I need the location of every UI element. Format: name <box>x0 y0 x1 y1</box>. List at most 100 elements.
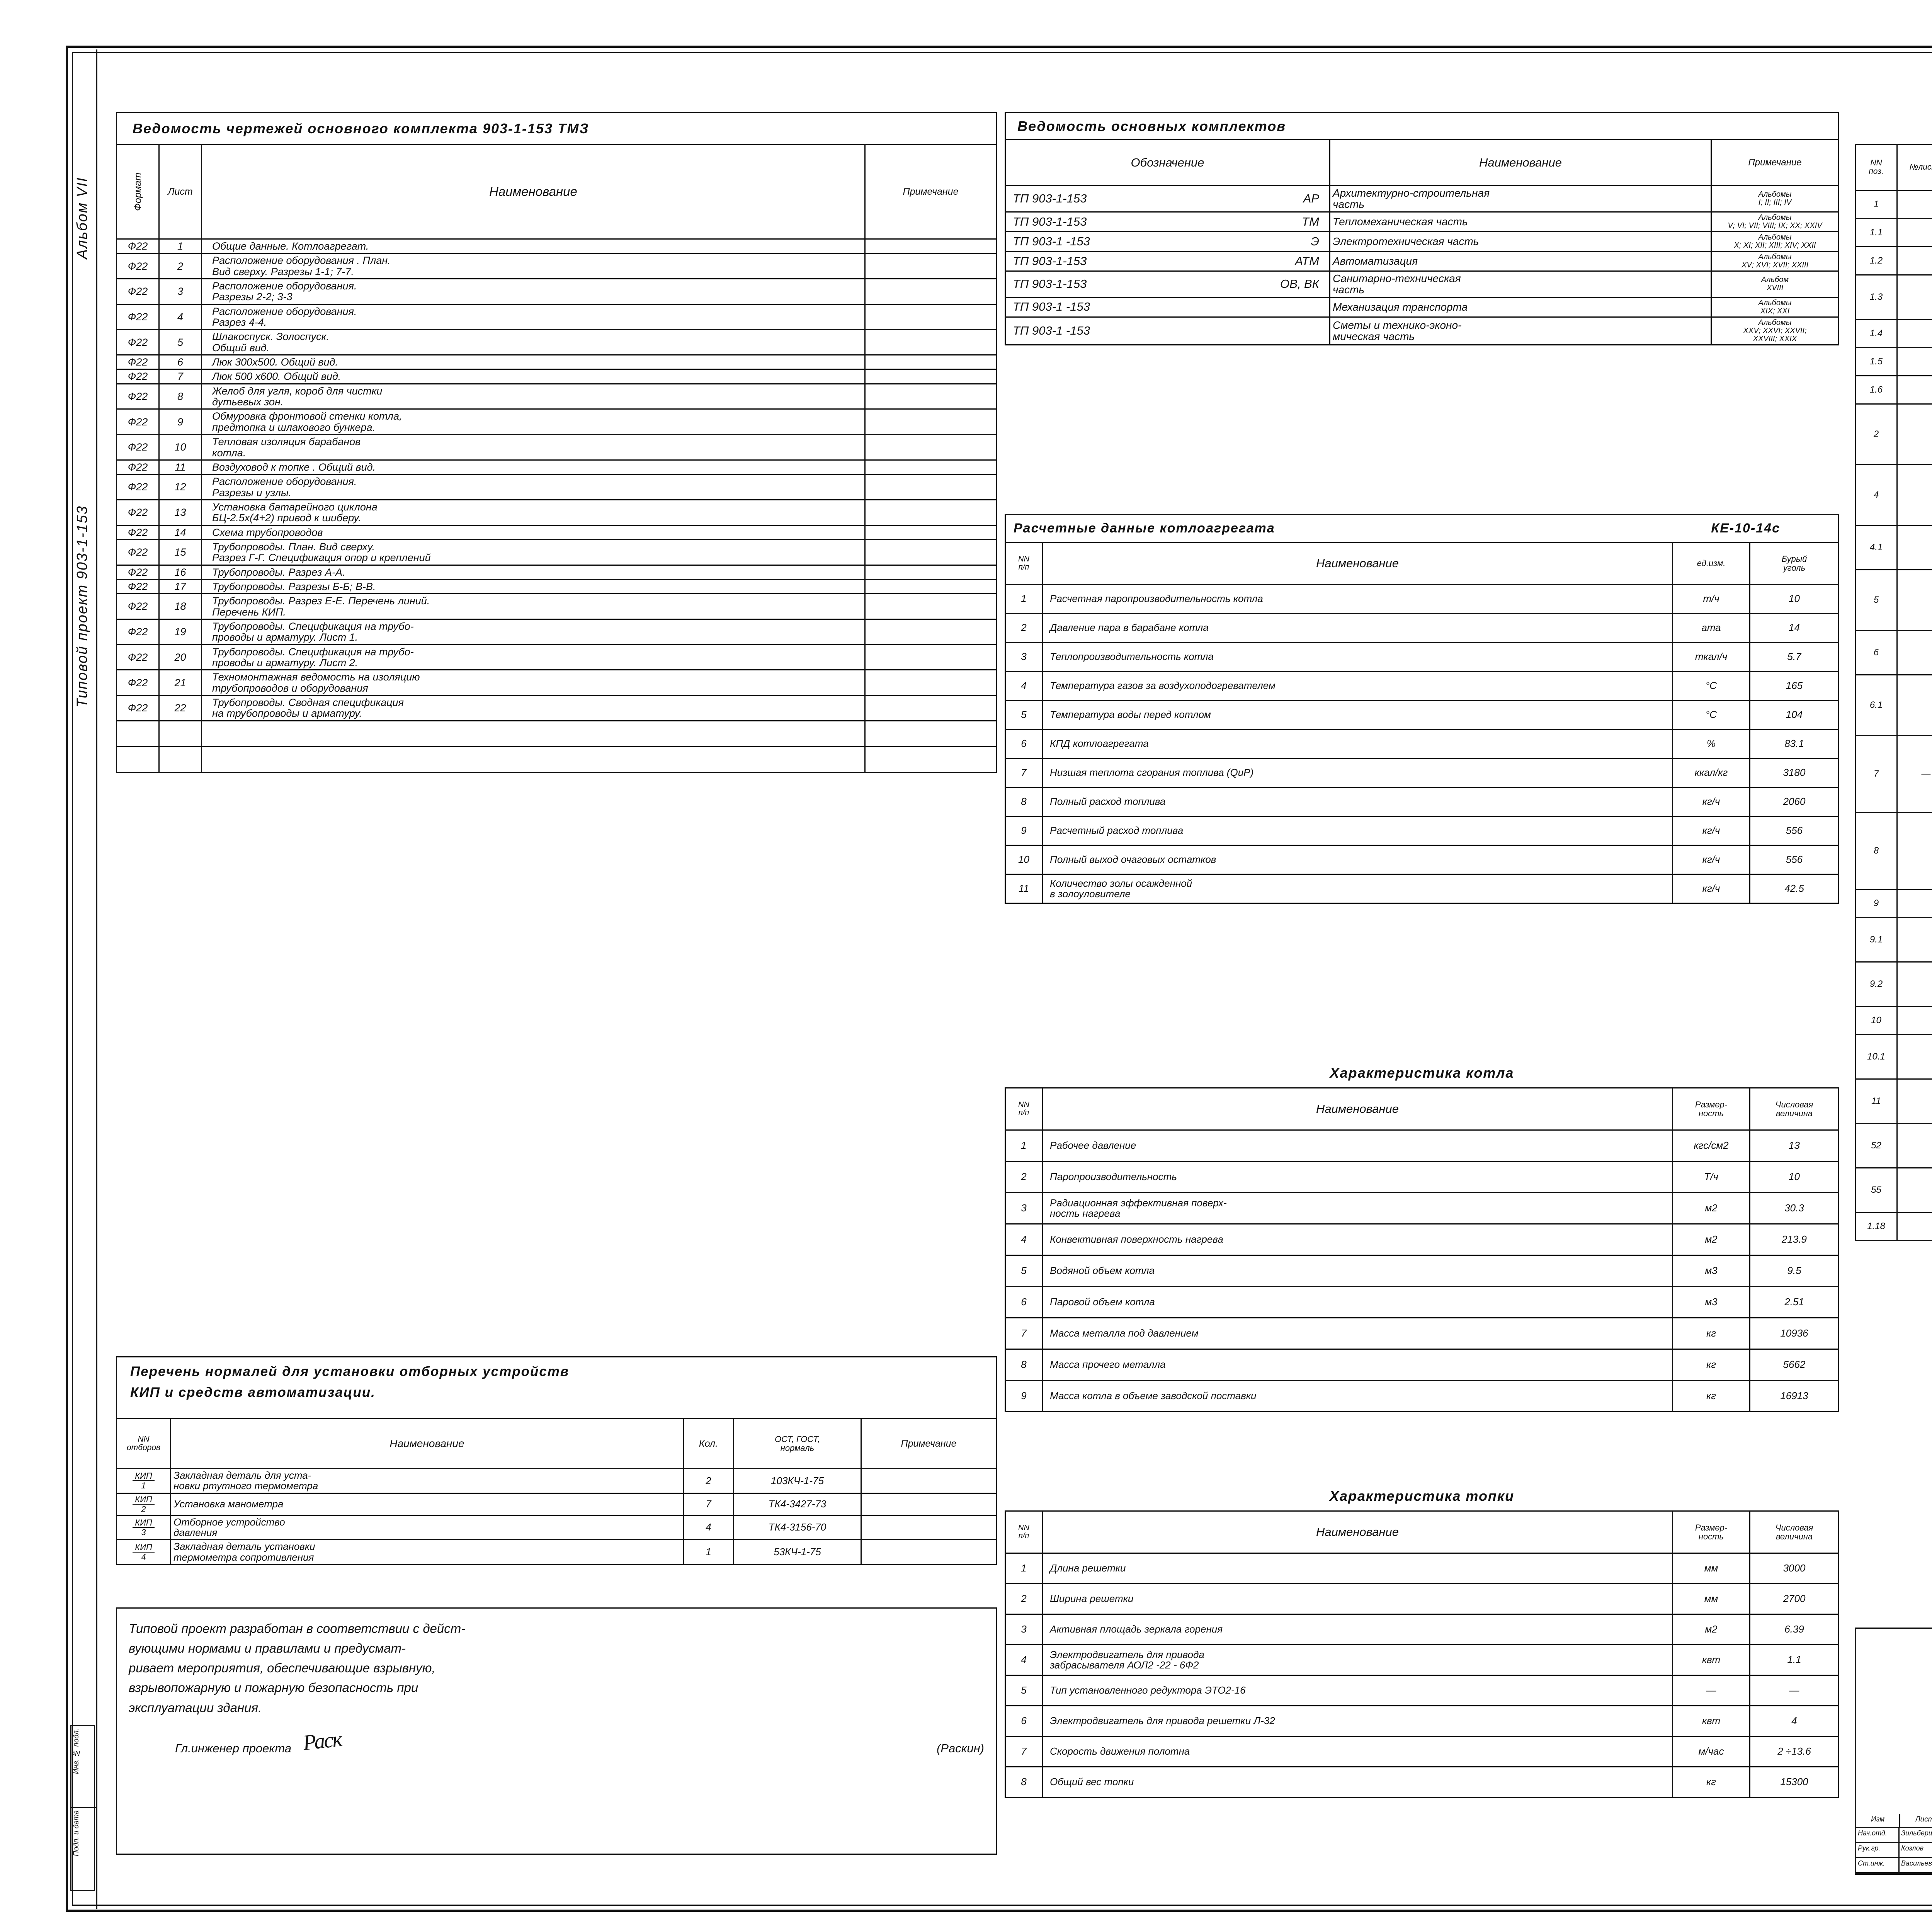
table-row[interactable]: 1.4Люк 500х6002Сб64128 <box>1855 319 1932 348</box>
table-row[interactable]: 1Котел паровой КЕ -10 -14с1Сб.1691316913 <box>1855 190 1932 219</box>
table-row[interactable]: 11 Количество золы осажденной в золоуловит… <box>1005 874 1839 904</box>
table-row[interactable]: Ф22 3 Расположение оборудования. Разрезы 2… <box>116 278 997 305</box>
table-row[interactable]: 6 КПД котлоагрегата% 83.1 <box>1005 729 1839 759</box>
table-row[interactable]: 3 Активная площадь зеркала горения м2 6.39 <box>1005 1614 1839 1645</box>
table-row[interactable]: Ф22 5 Шлакоспуск. Золоспуск. Общий вид. <box>116 329 997 356</box>
table-row[interactable]: 5 Тип установленного редуктора ЭТО2-16— — <box>1005 1675 1839 1706</box>
table-row[interactable]: Ф22 8 Желоб для угля, короб для чистки дуть… <box>116 383 997 410</box>
table-row[interactable]: КИП 1 Закладная деталь для уста-новки ртут… <box>116 1468 997 1494</box>
table-row[interactable]: ТП 903-1-153 АТМ Автоматизация Альбомы XV; X… <box>1005 250 1839 272</box>
table-row[interactable]: Ф22 13 Установка батарейного циклона БЦ-2.5… <box>116 499 997 526</box>
table-row[interactable]: 7—Дымосос ДН-12.5 левого вра-щения. Угол… <box>1855 735 1932 813</box>
cell-kip-name: Закладная деталь установки термометра соп… <box>170 1539 684 1565</box>
table-row[interactable]: 1 Длина решетки мм 3000 <box>1005 1553 1839 1584</box>
table-row[interactable]: 4.1Металлоконструкцияк воздухоподогреват… <box>1855 525 1932 570</box>
table-row[interactable]: Ф22 12 Расположение оборудования. Разрезы … <box>116 474 997 500</box>
table-row[interactable]: 55Мигалка с конуснымклапаном Ду 1502Сб28… <box>1855 1167 1932 1213</box>
table-row[interactable]: 8 Полный расход топлива кг/ч 2060 <box>1005 787 1839 817</box>
table-row[interactable]: 4Воздухоподогреватель труб-чатый поверхн… <box>1855 464 1932 526</box>
table-row[interactable]: ТП 903-1 -153 Механизация транспорта Альбо… <box>1005 296 1839 318</box>
table-row[interactable]: 8 Масса прочего металла кг 5662 <box>1005 1349 1839 1381</box>
table-row[interactable]: Ф22 4 Расположение оборудования. Разрез 4-… <box>116 303 997 330</box>
table-row[interactable]: 5 Температура воды перед котлом °С 104 <box>1005 700 1839 730</box>
cell-pos: 4 <box>1855 464 1898 526</box>
table-row[interactable]: 2Топка ТЛЗМ с электродви-гателями к прив… <box>1855 403 1932 465</box>
table-row[interactable]: Ф22 20 Трубопроводы. Спецификация на трубо… <box>116 644 997 671</box>
table-row[interactable]: 10.1Компенсатор однолинзо-вый 500 х6002С… <box>1855 1034 1932 1080</box>
table-row[interactable]: 1.5Люк 300х5002Сб4488 <box>1855 347 1932 376</box>
table-row[interactable]: Ф22 21 Техномонтажная ведомость на изоляци… <box>116 669 997 696</box>
table-row[interactable]: 1.18Короб для чистки дутьевых зон3Сб3296 <box>1855 1212 1932 1241</box>
table-row[interactable]: КИП 4 Закладная деталь установки термометра… <box>116 1539 997 1565</box>
table-row[interactable]: 9.1Компенсатор однолинзо-вый 600 х12001С… <box>1855 917 1932 963</box>
table-row[interactable]: 7 Масса металла под давлением кг 10936 <box>1005 1317 1839 1350</box>
table-row[interactable]: Ф22 19 Трубопроводы. Спецификация на трубо… <box>116 618 997 645</box>
table-row[interactable]: 1 Расчетная паропроизводительность котла т… <box>1005 584 1839 614</box>
drawings-list-title: Ведомость чертежей основного комплекта 9… <box>133 120 589 136</box>
table-row[interactable]: Ф22 7 Люк 500 х600. Общий вид. <box>116 369 997 384</box>
th-name: Наименование <box>201 144 866 240</box>
table-row[interactable]: 10Воздуховоды металлические1Сб21382138 <box>1855 1006 1932 1035</box>
table-row[interactable]: 1.2Золоспуск2Сб95190 <box>1855 246 1932 276</box>
th-num: NN п/п <box>1005 542 1043 585</box>
cell-set-note: Альбомы XV; XVI; XVII; XXIII <box>1711 250 1839 272</box>
table-row[interactable]: ТП 903-1-153 ТМ Тепломеханическая часть Аль… <box>1005 211 1839 232</box>
table-row[interactable]: Ф22 17 Трубопроводы. Разрезы Б-Б; В-В. <box>116 578 997 595</box>
table-row[interactable]: 7 Скорость движения полотна м/час 2 ÷13.6 <box>1005 1736 1839 1767</box>
table-row[interactable]: Ф22 2 Расположение оборудования . План. Вид… <box>116 253 997 280</box>
table-row[interactable]: Ф22 22 Трубопроводы. Сводная спецификация н… <box>116 695 997 721</box>
table-row[interactable]: 2 Давление пара в барабане котла ата 14 <box>1005 613 1839 643</box>
table-row[interactable]: 3 Радиационная эффективная поверх-ность н… <box>1005 1192 1839 1225</box>
table-row[interactable]: 6.1Металлоконструкции кзолоуловителю БЦ … <box>1855 674 1932 736</box>
table-row[interactable]: ТП 903-1-153 АР Архитектурно-строительная ч… <box>1005 185 1839 213</box>
table-row[interactable]: 4 Температура газов за воздухоподогревате… <box>1005 671 1839 701</box>
table-row[interactable]: ТП 903-1 -153 Сметы и технико-эконо-мичес… <box>1005 316 1839 345</box>
table-row[interactable]: 11Калорифер КВС-8П F=16.92 м23Сб24.673.8 <box>1855 1078 1932 1124</box>
table-row[interactable]: 9 Расчетный расход топлива кг/ч 556 <box>1005 816 1839 846</box>
table-row[interactable]: КИП 3 Отборное устройство давления 4 ТК4-315… <box>116 1514 997 1541</box>
table-row[interactable]: 6 Паровой объем котла м3 2.51 <box>1005 1286 1839 1318</box>
cell-unit: кгс/см2 <box>1672 1129 1750 1162</box>
cell-sheet: 22 <box>158 695 202 721</box>
table-row[interactable]: 5 Водяной объем котла м3 9.5 <box>1005 1255 1839 1287</box>
cell-note <box>864 578 997 595</box>
table-row[interactable]: КИП 2 Установка манометра 7 ТК4-3427-73 <box>116 1492 997 1516</box>
table-row[interactable]: 1.6Желоб для угля2Сб6631326 <box>1855 375 1932 405</box>
cell-name: Люк 500 х600. Общий вид. <box>201 369 866 384</box>
table-row[interactable]: 2 Паропроизводительность Т/ч 10 <box>1005 1161 1839 1193</box>
table-row[interactable]: 7 Низшая теплота сгорания топлива (QиP) кк… <box>1005 758 1839 788</box>
th-kip-note: Примечание <box>861 1418 997 1469</box>
cell-pos: 52 <box>1855 1123 1898 1168</box>
table-row[interactable]: ТП 903-1 -153 Э Электротехническая часть Ал… <box>1005 231 1839 252</box>
table-row[interactable]: 6Золоуловитель- батарейныйциклон блочный… <box>1855 630 1932 675</box>
table-row[interactable]: Ф22 1 Общие данные. Котлоагрегат. <box>116 238 997 254</box>
table-row[interactable]: 1 Рабочее давление кгс/см2 13 <box>1005 1129 1839 1162</box>
table-row[interactable]: 2 Ширина решетки мм 2700 <box>1005 1583 1839 1615</box>
table-row[interactable]: 8Вентилятор ВДН-9 левого вра-щения, угол… <box>1855 812 1932 890</box>
table-row[interactable]: 9Газоходы металлические1Сб17851785 <box>1855 889 1932 918</box>
table-row[interactable]: Ф22 14 Схема трубопроводов <box>116 524 997 540</box>
table-row[interactable]: 52Блок холодильника отборапроб Вхоп-0.45… <box>1855 1123 1932 1168</box>
table-row[interactable]: Ф22 18 Трубопроводы. Разрез Е-Е. Перечень … <box>116 593 997 620</box>
table-row[interactable]: Ф22 11 Воздуховод к топке . Общий вид. <box>116 459 997 475</box>
table-row[interactable]: 1.3Площадка и лестницак котлу1Сб9393 <box>1855 274 1932 320</box>
table-row[interactable]: Ф22 10 Тепловая изоляция барабанов котла. <box>116 434 997 461</box>
table-row[interactable]: ТП 903-1-153 ОВ, ВК Санитарно-техническая ч… <box>1005 270 1839 298</box>
table-row[interactable]: 4 Конвективная поверхность нагрева м2 213.9 <box>1005 1223 1839 1256</box>
table-row[interactable]: Ф22 15 Трубопроводы. План. Вид сверху. Разр… <box>116 539 997 566</box>
boiler-char-block: Характеристика котла NN п/п Наименование Ра… <box>1005 1059 1839 1412</box>
cell-pos: 6.1 <box>1855 674 1898 736</box>
table-row[interactable]: 3 Теплопроизводительность котла ткал/ч 5.7 <box>1005 642 1839 672</box>
table-row[interactable]: Ф22 9 Обмуровка фронтовой стенки котла, пре… <box>116 408 997 435</box>
table-row[interactable]: 9.2Компенсатор однолин-зовый 500х10001Сб… <box>1855 961 1932 1007</box>
table-row[interactable]: Ф22 6 Люк 300х500. Общий вид. <box>116 354 997 370</box>
table-row[interactable]: 8 Общий вес топки кг 15300 <box>1005 1766 1839 1798</box>
table-row[interactable]: 9 Масса котла в объеме заводской поставки… <box>1005 1380 1839 1412</box>
table-row[interactable]: 5Устройство возврата уносаи острого дуть… <box>1855 569 1932 631</box>
table-row[interactable]: 4 Электродвигатель для привода забрасывате… <box>1005 1644 1839 1676</box>
table-row[interactable]: 1.1Шлакоспуск1Сб140140 <box>1855 218 1932 247</box>
table-row[interactable]: 10 Полный выход очаговых остатков кг/ч 556 <box>1005 845 1839 875</box>
cell-value: 3180 <box>1749 758 1839 788</box>
table-row[interactable]: Ф22 16 Трубопроводы. Разрез А-А. <box>116 564 997 580</box>
table-row[interactable]: 6 Электродвигатель для привода решетки Л-… <box>1005 1705 1839 1737</box>
